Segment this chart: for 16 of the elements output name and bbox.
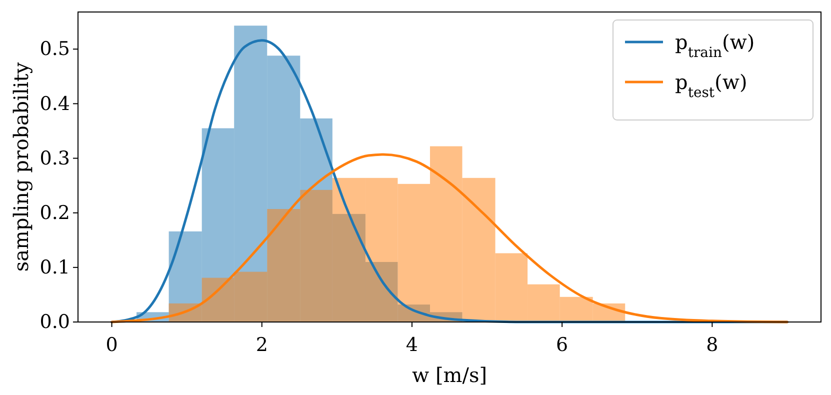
legend-label: p$_{test}$(w) <box>675 70 748 101</box>
x-tick-label: 4 <box>406 334 418 356</box>
x-tick-label: 0 <box>106 334 118 356</box>
x-axis-title: w [m/s] <box>412 363 488 387</box>
y-tick-label: 0.5 <box>40 38 70 60</box>
y-tick-label: 0.0 <box>40 311 70 334</box>
x-tick-label: 8 <box>706 334 718 356</box>
x-tick-label: 6 <box>556 334 568 356</box>
y-tick-label: 0.4 <box>40 92 70 115</box>
legend-label: p$_{train}$(w) <box>675 30 755 61</box>
line-series <box>110 153 788 324</box>
x-tick-label: 2 <box>256 334 268 356</box>
y-axis-title: sampling probability <box>9 62 33 272</box>
y-tick-label: 0.3 <box>40 147 70 170</box>
y-tick-label: 0.1 <box>40 256 70 279</box>
y-tick-label: 0.2 <box>40 202 70 224</box>
